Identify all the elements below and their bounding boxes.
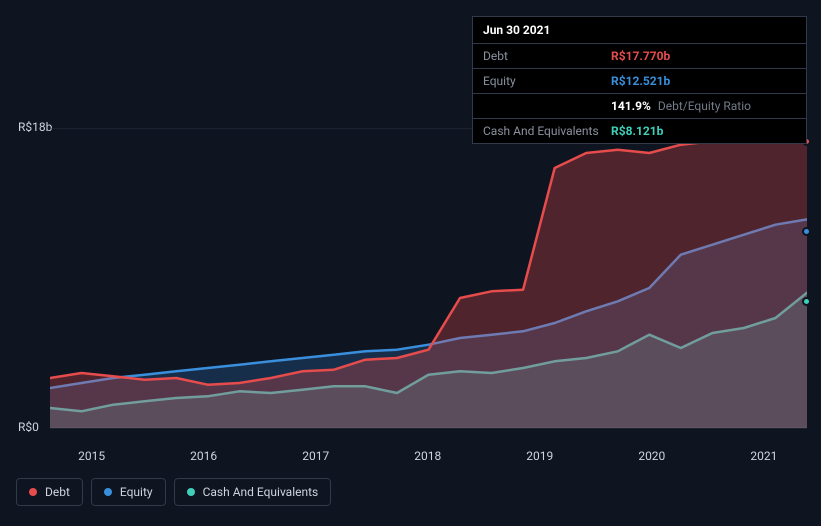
x-axis-label: 2021 [750,449,777,463]
y-axis-label-max: R$18b [18,120,52,134]
tooltip-row-value: R$12.521b [611,74,670,88]
tooltip-row: Cash And EquivalentsR$8.121b [473,118,806,143]
tooltip-row-value: 141.9% Debt/Equity Ratio [611,99,751,113]
legend-item[interactable]: Cash And Equivalents [174,478,332,506]
y-axis-label-min: R$0 [18,420,39,434]
legend-dot-icon [29,488,37,496]
legend-label: Equity [120,485,153,499]
tooltip-row: DebtR$17.770b [473,43,806,68]
legend-label: Debt [45,485,70,499]
tooltip-date: Jun 30 2021 [473,17,806,43]
legend-label: Cash And Equivalents [203,485,319,499]
tooltip-row: EquityR$12.521b [473,68,806,93]
tooltip-row-value: R$8.121b [611,124,663,138]
legend: Debt Equity Cash And Equivalents [16,478,331,506]
x-axis-label: 2016 [190,449,217,463]
legend-dot-icon [187,488,195,496]
area-chart [50,128,807,440]
legend-item[interactable]: Debt [16,478,83,506]
tooltip-row-extra: Debt/Equity Ratio [655,99,751,113]
x-axis-label: 2017 [302,449,329,463]
tooltip-row-value: R$17.770b [611,49,670,63]
x-axis: 2015 2016 2017 2018 2019 2020 2021 [50,449,807,469]
x-axis-label: 2020 [638,449,665,463]
tooltip-row: 141.9% Debt/Equity Ratio [473,93,806,118]
tooltip-row-label: Equity [483,74,611,88]
chart-container: Jun 30 2021 DebtR$17.770bEquityR$12.521b… [0,0,821,526]
x-axis-label: 2018 [414,449,441,463]
series-end-marker [802,297,811,306]
legend-dot-icon [104,488,112,496]
tooltip-row-label [483,99,611,113]
x-axis-label: 2015 [78,449,105,463]
tooltip-row-label: Cash And Equivalents [483,124,611,138]
legend-item[interactable]: Equity [91,478,166,506]
tooltip: Jun 30 2021 DebtR$17.770bEquityR$12.521b… [472,16,807,144]
tooltip-row-label: Debt [483,49,611,63]
x-axis-label: 2019 [526,449,553,463]
series-end-marker [802,227,811,236]
